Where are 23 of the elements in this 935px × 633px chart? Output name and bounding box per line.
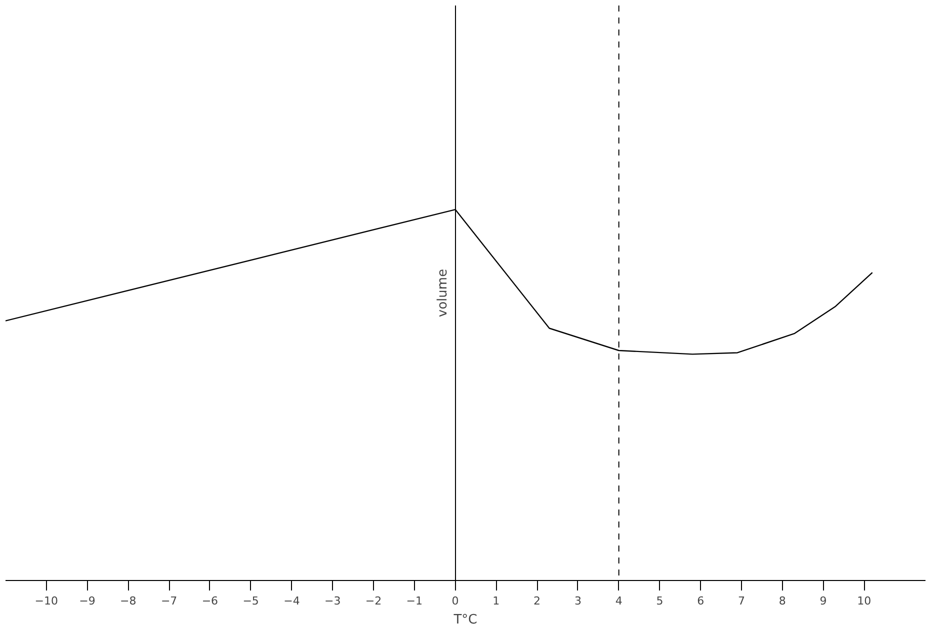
x-axis-title: T°C (452, 612, 478, 628)
x-tick-label: 8 (778, 594, 786, 608)
x-tick-label: 7 (738, 594, 745, 608)
x-tick-label: 3 (574, 594, 582, 608)
x-tick-label: 5 (656, 594, 664, 608)
x-tick-label: −9 (79, 594, 96, 608)
x-tick-label: −6 (202, 594, 218, 608)
x-tick-label: −7 (160, 594, 178, 608)
x-tick-label: 1 (492, 594, 500, 608)
x-tick-label: 9 (820, 594, 827, 608)
x-tick-label: 4 (615, 594, 622, 608)
x-tick-label: 0 (452, 594, 459, 608)
x-tick-label: −2 (365, 594, 382, 608)
x-tick-label: −1 (406, 594, 422, 608)
x-tick-label: 2 (534, 594, 541, 608)
x-tick-label: −8 (120, 594, 136, 608)
x-tick-label: −5 (242, 594, 259, 608)
x-tick-label: −3 (324, 594, 341, 608)
x-tick-label: −10 (34, 594, 58, 608)
x-tick-label: −4 (284, 594, 300, 608)
x-tick-label: 10 (857, 594, 872, 608)
x-tick-label: 6 (697, 594, 704, 608)
y-axis-title: volume (436, 268, 450, 318)
